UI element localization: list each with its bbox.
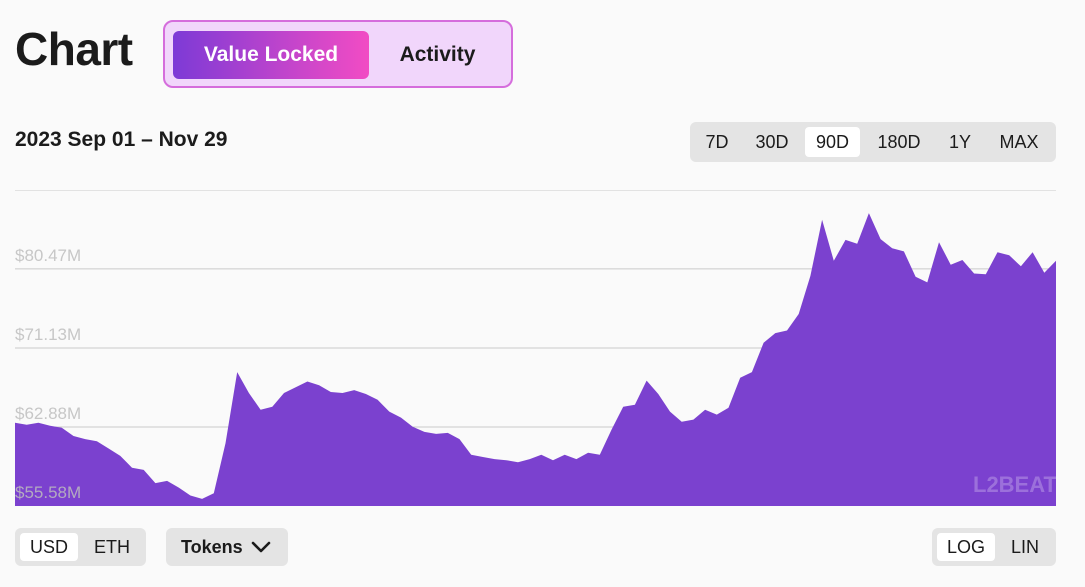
- tab-value-locked[interactable]: Value Locked: [173, 31, 369, 79]
- tokens-dropdown-label: Tokens: [181, 536, 243, 557]
- page-title: Chart: [15, 23, 133, 75]
- range-1y-button[interactable]: 1Y: [948, 131, 972, 152]
- metric-toggle: Value Locked Activity: [163, 20, 513, 88]
- scale-log-button[interactable]: LOG: [937, 533, 995, 561]
- y-tick-label: $62.88M: [15, 404, 81, 423]
- chevron-down-icon: [251, 541, 270, 553]
- y-tick-label: $55.58M: [15, 483, 81, 502]
- scale-toggle: LOG LIN: [932, 528, 1056, 566]
- time-range-selector: 7D 30D 90D 180D 1Y MAX: [690, 122, 1056, 162]
- currency-toggle: USD ETH: [15, 528, 146, 566]
- tvl-area-chart: $91.02M$80.47M$71.13M$62.88M$55.58ML2BEA…: [15, 190, 1056, 506]
- range-180d-button[interactable]: 180D: [877, 131, 921, 152]
- date-range-label: 2023 Sep 01 – Nov 29: [15, 128, 228, 151]
- currency-eth-button[interactable]: ETH: [94, 536, 130, 557]
- tokens-dropdown[interactable]: Tokens: [166, 528, 288, 566]
- range-90d-button[interactable]: 90D: [805, 127, 860, 157]
- scale-lin-button[interactable]: LIN: [1010, 536, 1039, 557]
- range-7d-button[interactable]: 7D: [705, 131, 729, 152]
- tab-activity[interactable]: Activity: [399, 43, 476, 66]
- range-30d-button[interactable]: 30D: [755, 131, 789, 152]
- currency-usd-button[interactable]: USD: [20, 533, 78, 561]
- y-tick-label: $71.13M: [15, 325, 81, 344]
- tvl-area-series: [15, 213, 1056, 506]
- l2beat-watermark: L2BEAT: [973, 472, 1056, 497]
- y-tick-label: $80.47M: [15, 246, 81, 265]
- range-max-button[interactable]: MAX: [999, 131, 1039, 152]
